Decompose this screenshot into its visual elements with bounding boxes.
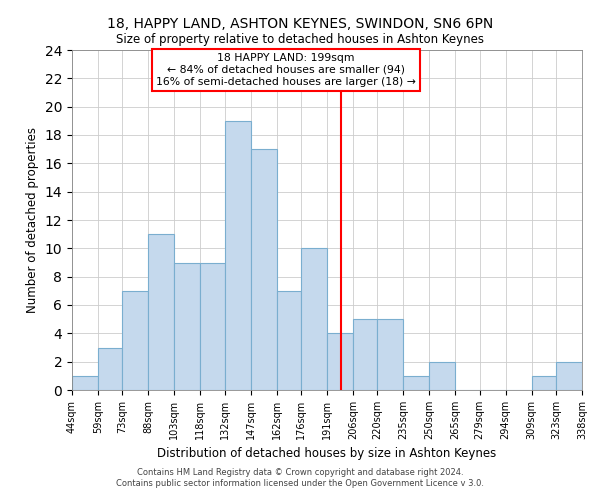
Bar [175, 262, 200, 390]
Text: 18, HAPPY LAND, ASHTON KEYNES, SWINDON, SN6 6PN: 18, HAPPY LAND, ASHTON KEYNES, SWINDON, … [107, 18, 493, 32]
Text: 18 HAPPY LAND: 199sqm
← 84% of detached houses are smaller (94)
16% of semi-deta: 18 HAPPY LAND: 199sqm ← 84% of detached … [156, 54, 416, 86]
Bar [532, 376, 556, 390]
Bar [148, 234, 175, 390]
Y-axis label: Number of detached properties: Number of detached properties [26, 127, 39, 313]
X-axis label: Distribution of detached houses by size in Ashton Keynes: Distribution of detached houses by size … [157, 448, 497, 460]
Bar [327, 334, 353, 390]
Bar [98, 348, 122, 390]
Bar [377, 319, 403, 390]
Bar [224, 121, 251, 390]
Bar [353, 319, 377, 390]
Text: Size of property relative to detached houses in Ashton Keynes: Size of property relative to detached ho… [116, 32, 484, 46]
Bar [556, 362, 582, 390]
Bar [72, 376, 98, 390]
Bar [200, 262, 224, 390]
Bar [277, 291, 301, 390]
Bar [251, 149, 277, 390]
Bar [122, 291, 148, 390]
Text: Contains HM Land Registry data © Crown copyright and database right 2024.
Contai: Contains HM Land Registry data © Crown c… [116, 468, 484, 487]
Bar [301, 248, 327, 390]
Bar [403, 376, 430, 390]
Bar [430, 362, 455, 390]
